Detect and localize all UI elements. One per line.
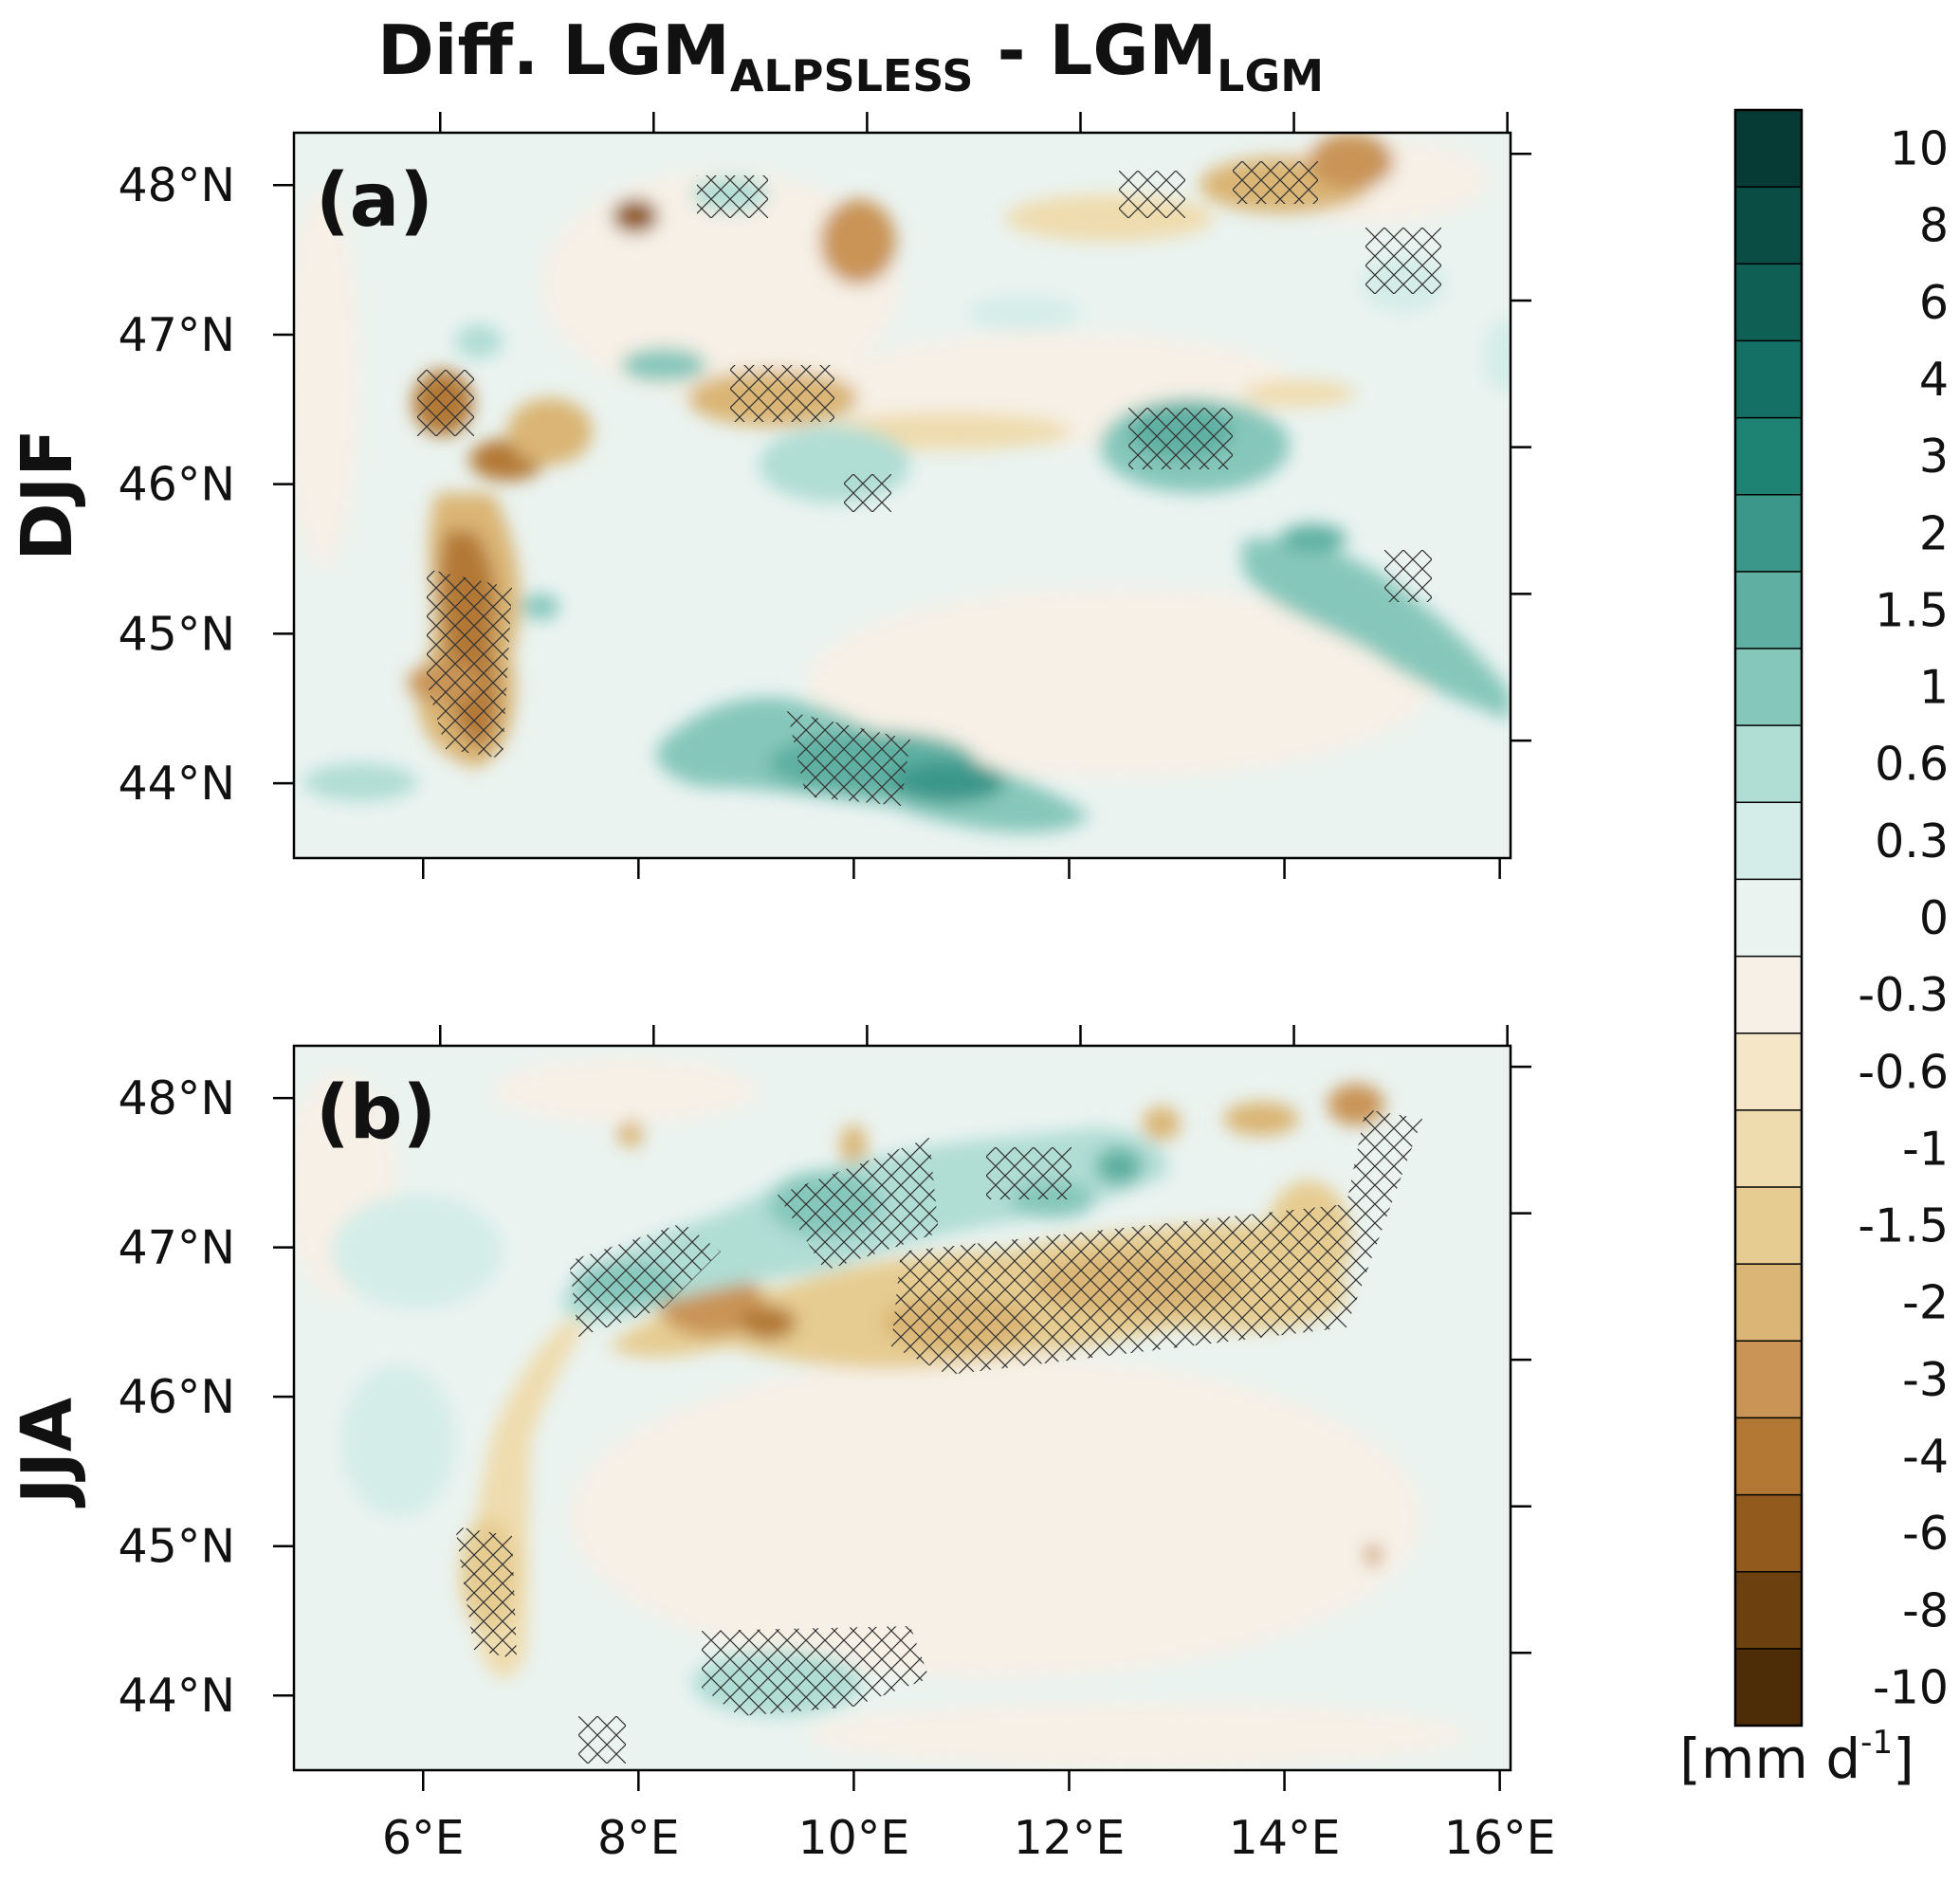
colorbar-label: -6 xyxy=(1902,1507,1949,1561)
colorbar-swatch xyxy=(1735,1494,1802,1573)
colorbar-label: 8 xyxy=(1919,199,1949,253)
colorbar-swatch xyxy=(1735,1264,1802,1342)
colorbar-swatch xyxy=(1735,110,1802,188)
colorbar-label: -10 xyxy=(1873,1660,1949,1714)
colorbar-label: 1 xyxy=(1919,661,1949,715)
colorbar-swatch xyxy=(1735,1648,1802,1727)
colorbar-swatch xyxy=(1735,802,1802,880)
colorbar-label: -8 xyxy=(1902,1583,1949,1637)
colorbar-label: 6 xyxy=(1919,276,1949,330)
panel-b-axes: 6°E 8°E 10°E 12°E 14°E 16°E 44°N 45°N 46°N 47°N 48… xyxy=(118,1025,1556,1865)
panel-b-ytick-label-1: 45°N xyxy=(118,1520,235,1574)
colorbar-label: 4 xyxy=(1919,353,1949,407)
panel-b-ytick-label-0: 44°N xyxy=(118,1669,235,1723)
panel-a-season: DJF xyxy=(7,429,88,561)
colorbar-label: 10 xyxy=(1890,122,1949,176)
colorbar-label: 0.6 xyxy=(1875,738,1949,792)
xtick-label-4: 14°E xyxy=(1229,1811,1341,1865)
colorbar-label: -1 xyxy=(1902,1122,1949,1176)
colorbar-swatch xyxy=(1735,879,1802,958)
panel-a-ytick-label-4: 48°N xyxy=(118,158,235,212)
colorbar-swatch xyxy=(1735,1341,1802,1418)
colorbar-swatch xyxy=(1735,649,1802,726)
colorbar-swatch xyxy=(1735,417,1802,496)
panel-b-season: JJA xyxy=(7,1398,88,1508)
colorbar-swatch xyxy=(1735,725,1802,803)
panel-b-significance-hatching xyxy=(455,1109,1422,1764)
colorbar-units: [mm d-1] xyxy=(1679,1724,1914,1791)
colorbar-swatch xyxy=(1735,494,1802,573)
colorbar-swatch xyxy=(1735,571,1802,649)
panel-a-significance-hatching xyxy=(417,161,1441,806)
panel-a-djf: (a) DJF 44°N 45°N 46°N 47°N 48°N xyxy=(7,112,1531,879)
panel-a-frame xyxy=(292,131,1512,860)
colorbar-label: 3 xyxy=(1919,430,1949,484)
panel-b-ytick-label-4: 48°N xyxy=(118,1071,235,1125)
xtick-label-2: 10°E xyxy=(798,1811,910,1865)
colorbar-label: -0.3 xyxy=(1858,968,1949,1022)
panel-b-jja: (b) JJA 6°E 8°E 10°E 12°E 14°E 16°E 44°N 45°N 46… xyxy=(7,1025,1556,1865)
panel-b-ytick-label-3: 47°N xyxy=(118,1221,235,1275)
panel-b-tag: (b) xyxy=(316,1070,436,1156)
colorbar-swatch xyxy=(1735,1109,1802,1188)
colorbar-frame xyxy=(1733,108,1804,1728)
colorbar-label: -1.5 xyxy=(1858,1199,1949,1253)
colorbar-label: -0.6 xyxy=(1858,1045,1949,1099)
panel-b-frame xyxy=(292,1044,1512,1772)
panel-b-ytick-label-2: 46°N xyxy=(118,1370,235,1424)
panel-a-ytick-label-0: 44°N xyxy=(118,757,235,811)
colorbar-label: -4 xyxy=(1902,1430,1949,1484)
colorbar-swatch xyxy=(1735,956,1802,1034)
colorbar-label: -2 xyxy=(1902,1276,1949,1330)
colorbar-label: 2 xyxy=(1919,506,1949,560)
colorbar-label: 1.5 xyxy=(1875,583,1949,637)
colorbar-label: -3 xyxy=(1902,1353,1949,1407)
colorbar-swatch xyxy=(1735,187,1802,265)
panel-a-ytick-label-1: 45°N xyxy=(118,607,235,661)
panel-a-ytick-label-3: 47°N xyxy=(118,308,235,362)
colorbar-swatch xyxy=(1735,1417,1802,1496)
xtick-label-1: 8°E xyxy=(597,1811,680,1865)
panel-a-ytick-label-2: 46°N xyxy=(118,458,235,512)
xtick-label-3: 12°E xyxy=(1014,1811,1126,1865)
chart-title: Diff. LGMALPSLESS - LGMLGM xyxy=(377,10,1324,101)
panel-a-axes: 44°N 45°N 46°N 47°N 48°N xyxy=(118,112,1531,879)
colorbar-swatch xyxy=(1735,1033,1802,1111)
xtick-label-0: 6°E xyxy=(382,1811,465,1865)
colorbar-swatch xyxy=(1735,264,1802,341)
colorbar-swatch xyxy=(1735,1571,1802,1650)
colorbar-swatch xyxy=(1735,340,1802,419)
xtick-label-5: 16°E xyxy=(1444,1811,1556,1865)
colorbar-label: 0.3 xyxy=(1875,814,1949,868)
colorbar-swatch xyxy=(1735,1187,1802,1265)
panel-a-tag: (a) xyxy=(316,158,433,244)
colorbar-label: 0 xyxy=(1919,891,1949,945)
colorbar: 10 8 6 4 3 2 1.5 1 0.6 0.3 0 -0.3 -0.6 -1 -1.5 -2 -3 -4 -6… xyxy=(1733,108,1949,1728)
